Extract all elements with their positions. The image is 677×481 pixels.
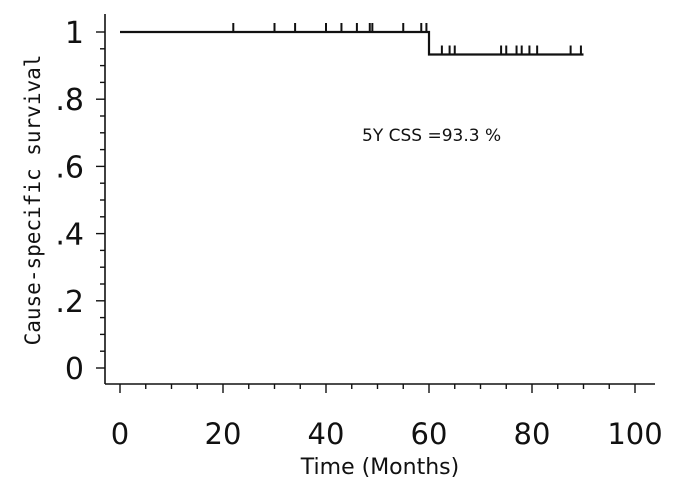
y-axis-label: Cause-specific survival xyxy=(21,55,45,346)
y-tick-label: .2 xyxy=(55,285,84,320)
x-tick-label: 0 xyxy=(111,417,129,451)
y-tick-label: .4 xyxy=(55,218,84,253)
y-tick-label: 0 xyxy=(65,352,84,387)
x-tick-label: 100 xyxy=(607,417,662,451)
axes xyxy=(96,14,655,393)
x-tick-labels: 0 20 40 60 80 100 xyxy=(111,417,663,451)
x-tick-label: 20 xyxy=(205,417,242,451)
y-tick-label: 1 xyxy=(65,16,84,51)
x-axis-label: Time (Months) xyxy=(300,455,459,480)
css-annotation: 5Y CSS =93.3 % xyxy=(362,126,501,146)
survival-curve xyxy=(120,30,584,56)
y-tick-label: .6 xyxy=(55,150,84,185)
x-tick-label: 80 xyxy=(514,417,551,451)
x-tick-label: 40 xyxy=(308,417,345,451)
y-tick-label: .8 xyxy=(55,83,84,118)
plot-area xyxy=(120,23,584,56)
y-tick-labels: 0 .2 .4 .6 .8 1 xyxy=(55,16,84,387)
x-tick-label: 60 xyxy=(411,417,448,451)
